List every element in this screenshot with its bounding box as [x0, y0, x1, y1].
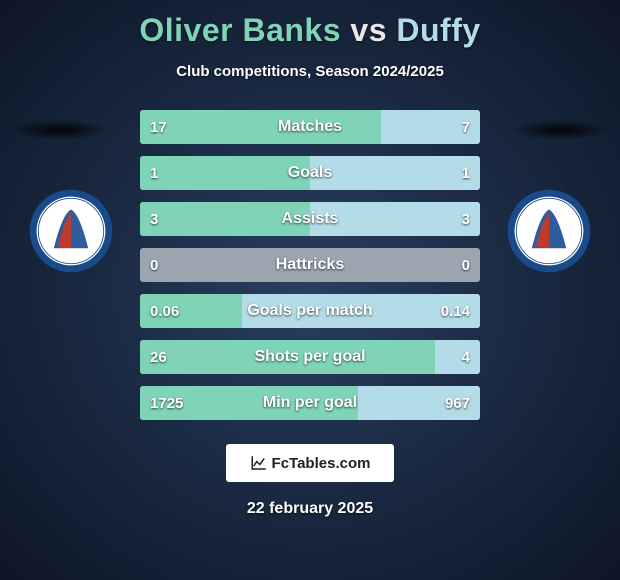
stat-row: 33Assists [140, 202, 480, 236]
stat-value-right: 7 [452, 110, 480, 144]
stat-row: 1725967Min per goal [140, 386, 480, 420]
stat-value-left: 17 [140, 110, 177, 144]
stat-value-left: 1725 [140, 386, 193, 420]
stat-value-left: 0 [140, 248, 168, 282]
stat-value-right: 0 [452, 248, 480, 282]
title-vs: vs [350, 12, 387, 48]
stat-value-right: 3 [452, 202, 480, 236]
player2-name: Duffy [396, 12, 480, 48]
stat-row: 0 0Hattricks [140, 248, 480, 282]
stat-bar-left-fill [140, 340, 435, 374]
logo-text: FcTables.com [272, 455, 371, 472]
stat-row: 177Matches [140, 110, 480, 144]
stat-row: 264Shots per goal [140, 340, 480, 374]
subtitle: Club competitions, Season 2024/2025 [0, 63, 620, 80]
player1-name: Oliver Banks [139, 12, 341, 48]
fctables-logo[interactable]: FcTables.com [226, 444, 394, 482]
player2-shadow [510, 120, 610, 140]
club-badge-icon [506, 188, 592, 274]
stat-value-left: 1 [140, 156, 168, 190]
chart-icon [250, 454, 268, 472]
stat-row: 0.060.14Goals per match [140, 294, 480, 328]
stat-label: Hattricks [140, 248, 480, 282]
comparison-title: Oliver Banks vs Duffy [0, 0, 620, 49]
player1-club-badge [28, 188, 114, 274]
stat-value-right: 4 [452, 340, 480, 374]
player1-shadow [10, 120, 110, 140]
stat-value-right: 967 [435, 386, 480, 420]
stat-value-right: 0.14 [431, 294, 480, 328]
stat-bars: 177Matches11Goals33Assists00Hattricks0.0… [140, 110, 480, 432]
chart-area: 177Matches11Goals33Assists00Hattricks0.0… [0, 110, 620, 420]
footer-date: 22 february 2025 [0, 500, 620, 518]
stat-value-right: 1 [452, 156, 480, 190]
player2-club-badge [506, 188, 592, 274]
club-badge-icon [28, 188, 114, 274]
stat-row: 11Goals [140, 156, 480, 190]
stat-value-left: 3 [140, 202, 168, 236]
stat-value-left: 0.06 [140, 294, 189, 328]
stat-value-left: 26 [140, 340, 177, 374]
